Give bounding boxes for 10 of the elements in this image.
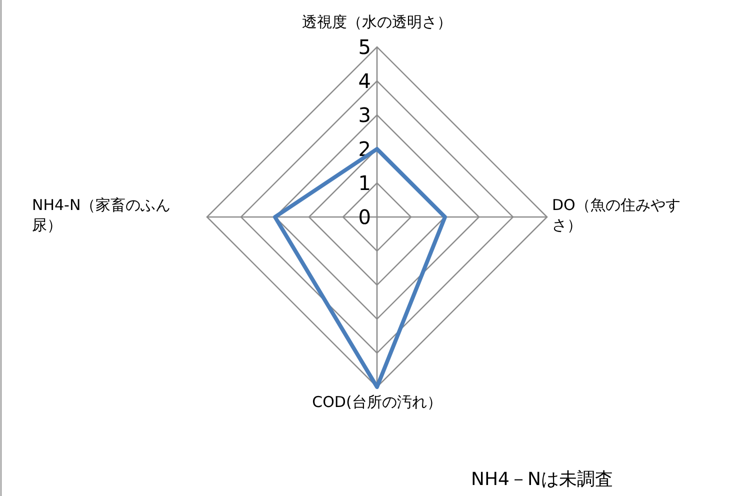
y-tick-label: 0 <box>358 205 371 229</box>
spoke-label: 透視度（水の透明さ） <box>302 13 452 31</box>
y-tick-label: 1 <box>358 171 371 195</box>
text: NH4－Nは未調査 <box>471 469 613 490</box>
y-tick-label: 3 <box>358 103 371 127</box>
y-tick-label: 5 <box>358 35 371 59</box>
spoke-label: NH4-N（家畜のふん尿） <box>32 196 171 234</box>
spoke-label: COD(台所の汚れ） <box>312 393 442 411</box>
spoke-label: DO（魚の住みやすさ） <box>552 196 680 234</box>
y-tick-label: 4 <box>358 69 371 93</box>
